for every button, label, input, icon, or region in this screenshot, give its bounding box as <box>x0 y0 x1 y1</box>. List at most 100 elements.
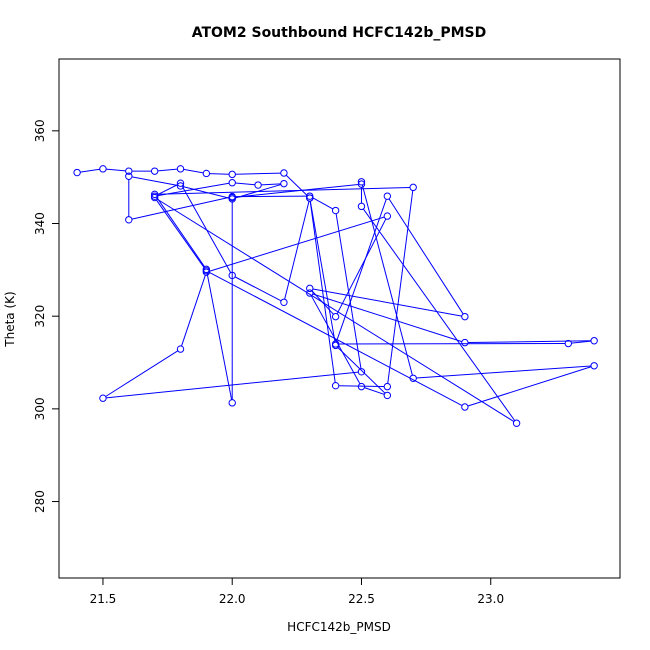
series-segment <box>312 197 334 210</box>
series-segment <box>285 174 308 197</box>
data-point <box>357 368 366 376</box>
y-axis: 280 300 320 340 360 <box>33 119 60 513</box>
data-point <box>357 180 366 188</box>
series-segment <box>235 183 359 198</box>
data-point <box>150 167 159 175</box>
series-segment <box>131 176 178 186</box>
series-segment <box>416 365 591 379</box>
series-segment <box>361 184 413 376</box>
data-point <box>331 341 340 350</box>
data-point <box>512 419 521 427</box>
series-segment <box>312 293 462 343</box>
series-segment <box>235 182 255 186</box>
y-tick-label: 300 <box>33 397 47 420</box>
data-point <box>99 394 107 402</box>
series-segment <box>181 275 206 347</box>
data-point <box>409 374 417 382</box>
x-tick-label: 23.0 <box>477 592 504 606</box>
data-point <box>254 181 262 189</box>
data-point <box>590 362 598 370</box>
series-segment <box>106 168 126 172</box>
data-point <box>228 271 236 280</box>
series-segment <box>336 218 387 315</box>
data-point <box>306 194 314 202</box>
data-point <box>357 178 366 186</box>
series-segment <box>338 385 385 388</box>
series-segment <box>387 190 414 384</box>
data-point <box>306 284 314 293</box>
x-axis: 21.5 22.0 22.5 23.0 <box>90 577 504 606</box>
data-point <box>383 192 392 200</box>
data-point <box>280 179 288 188</box>
data-point <box>228 193 236 202</box>
x-tick-label: 22.0 <box>219 592 246 606</box>
data-point <box>125 216 133 224</box>
series-segment <box>309 201 336 383</box>
series-segment <box>284 201 310 300</box>
y-axis-label: Theta (K) <box>3 291 17 347</box>
series-layer <box>73 165 598 427</box>
data-point <box>73 168 81 177</box>
data-point <box>409 183 417 192</box>
data-point <box>357 382 366 391</box>
data-point <box>590 337 598 345</box>
data-point <box>150 190 159 199</box>
data-point <box>202 169 211 178</box>
series-segment <box>235 172 281 175</box>
data-point <box>306 289 314 297</box>
series-segment <box>131 196 230 220</box>
series-segment <box>571 340 592 344</box>
data-point <box>383 382 392 391</box>
series-segment <box>364 387 385 395</box>
data-point <box>461 403 469 411</box>
data-point <box>280 298 288 306</box>
series-segment <box>467 366 592 407</box>
data-point <box>202 267 211 275</box>
data-point <box>357 202 366 211</box>
data-point <box>461 312 469 321</box>
data-point <box>461 338 469 347</box>
data-point <box>383 212 392 220</box>
series-segment <box>80 168 100 173</box>
series-segment <box>206 272 233 400</box>
data-point <box>176 182 185 190</box>
data-point <box>280 169 288 177</box>
series-segment <box>388 198 464 315</box>
data-point <box>383 391 392 400</box>
y-tick-label: 340 <box>33 212 47 235</box>
series-segment <box>208 271 463 406</box>
series-segment <box>336 199 387 342</box>
data-point <box>125 167 133 175</box>
series-segment <box>157 186 410 195</box>
data-point <box>331 381 340 390</box>
series-segment <box>209 216 385 272</box>
series-segment <box>156 196 205 268</box>
y-tick-label: 280 <box>33 490 47 513</box>
series-segment <box>183 168 204 174</box>
data-point <box>99 165 107 173</box>
data-point <box>150 193 159 202</box>
data-point <box>228 399 236 407</box>
data-point <box>331 312 340 321</box>
data-point <box>331 206 340 215</box>
series-segment <box>157 198 515 422</box>
chart-title: ATOM2 Southbound HCFC142b_PMSD <box>192 25 487 41</box>
series-segment <box>309 201 336 343</box>
series-segment <box>157 184 178 196</box>
series-segment <box>157 168 178 172</box>
series-segment <box>156 199 205 269</box>
x-axis-label: HCFC142b_PMSD <box>287 620 391 634</box>
data-point <box>176 345 185 353</box>
x-tick-label: 22.5 <box>348 592 375 606</box>
data-point <box>228 170 236 179</box>
series-segment <box>105 350 179 397</box>
series-segment <box>362 208 516 421</box>
series-segment <box>310 295 361 385</box>
data-point <box>176 165 185 173</box>
series-segment <box>337 347 386 394</box>
series-segment <box>234 276 282 302</box>
data-point <box>176 179 185 187</box>
data-point <box>228 179 236 187</box>
